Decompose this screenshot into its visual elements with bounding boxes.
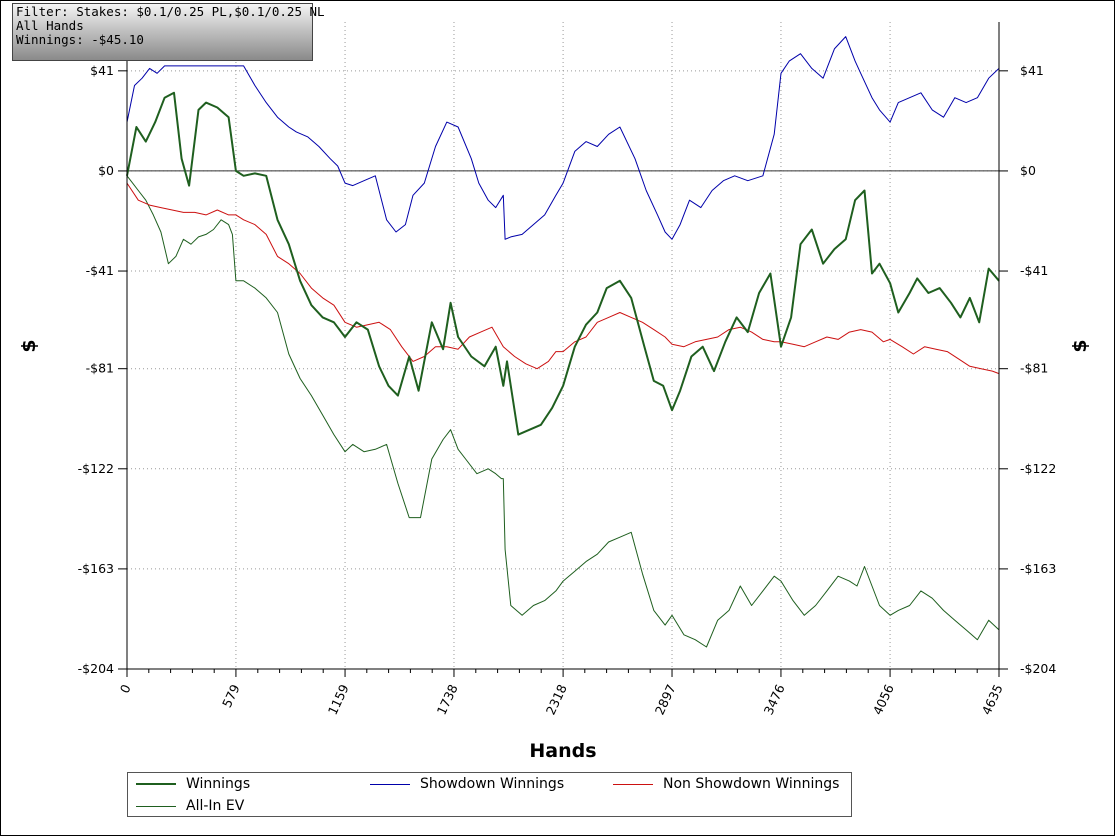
y-tick-label-left: -$122: [78, 461, 114, 476]
series-line-all-in-ev: [126, 175, 1000, 648]
x-tick-label: 0: [117, 682, 134, 696]
y-axis-title-left: $: [18, 339, 40, 352]
series-line-winnings: [126, 91, 1000, 436]
legend-label-nonshowdown: Non Showdown Winnings: [663, 776, 840, 792]
y-tick-label-left: $0: [98, 163, 114, 178]
x-tick-label: 2897: [652, 682, 679, 717]
x-tick-label: 1159: [325, 682, 352, 717]
legend-label-winnings: Winnings: [186, 776, 251, 792]
x-tick-label: 4635: [979, 682, 1006, 717]
y-tick-label-right: -$204: [1020, 661, 1056, 676]
x-tick-label: 1738: [434, 682, 461, 717]
legend-item-winnings: Winnings: [136, 776, 250, 792]
filter-winnings-text: Winnings: -$45.10: [16, 32, 144, 47]
legend-swatch-winnings: [136, 783, 176, 785]
legend-label-allin: All-In EV: [186, 798, 245, 814]
y-axis-title-right: $: [1069, 339, 1091, 352]
axes: [118, 22, 1008, 677]
y-tick-label-right: $0: [1020, 163, 1036, 178]
legend-swatch-allin: [136, 805, 176, 807]
tick-labels: $41 $41 $0 $0 -$41 -$41 -$81 -$81 -$122 -$122 -$16…: [78, 63, 1057, 717]
y-tick-label-left: -$163: [78, 561, 114, 576]
legend-swatch-showdown: [370, 783, 410, 785]
y-tick-label-right: -$81: [1020, 361, 1048, 376]
series-lines: [126, 36, 1000, 648]
y-tick-label-right: -$122: [1020, 461, 1056, 476]
y-tick-label-left: -$204: [78, 661, 114, 676]
legend-item-showdown: Showdown Winnings: [370, 776, 564, 792]
legend-swatch-nonshowdown: [613, 783, 653, 785]
x-axis-title: Hands: [529, 740, 596, 762]
y-tick-label-right: $41: [1020, 63, 1044, 78]
x-tick-label: 3476: [761, 682, 788, 717]
legend-item-nonshowdown: Non Showdown Winnings: [613, 776, 839, 792]
y-tick-label-left: $41: [90, 63, 114, 78]
filter-info-box: Filter: Stakes: $0.1/0.25 PL,$0.1/0.25 N…: [12, 3, 325, 61]
y-tick-label-left: -$41: [86, 263, 114, 278]
filter-hands-text: All Hands: [16, 18, 84, 33]
y-tick-label-left: -$81: [86, 361, 114, 376]
x-tick-label: 4056: [870, 682, 897, 717]
y-tick-label-right: -$41: [1020, 263, 1048, 278]
y-tick-label-right: -$163: [1020, 561, 1056, 576]
chart-legend: Winnings Showdown Winnings Non Showdown …: [127, 772, 852, 817]
series-line-non-showdown-winnings: [126, 182, 1000, 375]
filter-stakes-text: Filter: Stakes: $0.1/0.25 PL,$0.1/0.25 N…: [16, 4, 325, 19]
legend-label-showdown: Showdown Winnings: [420, 776, 565, 792]
legend-item-allin: All-In EV: [136, 798, 244, 814]
series-line-showdown-winnings: [126, 36, 1000, 240]
grid-lines: [126, 22, 1000, 670]
x-tick-label: 579: [219, 682, 243, 710]
x-tick-label: 2318: [543, 682, 570, 717]
